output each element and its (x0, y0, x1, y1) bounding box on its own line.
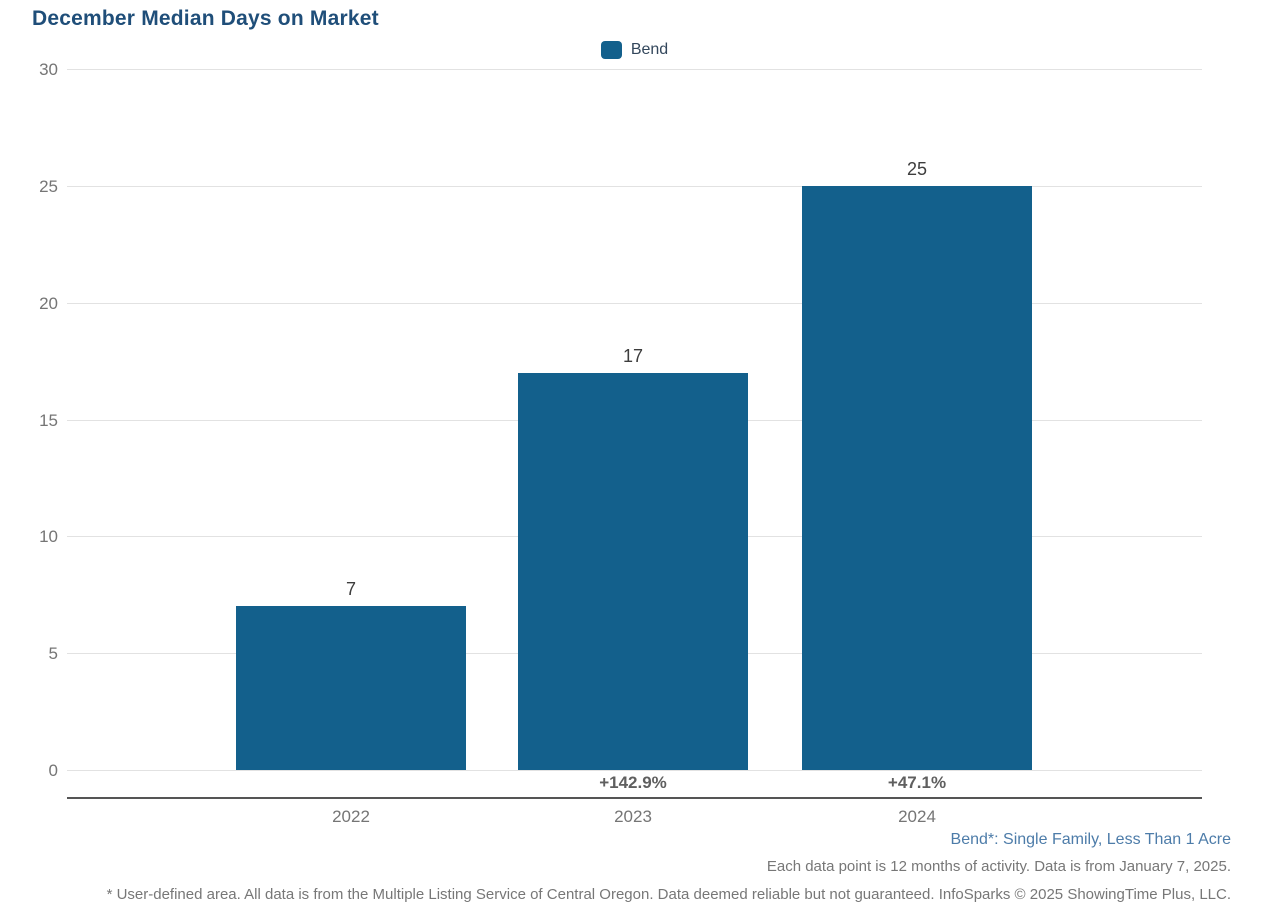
gridline-y-20 (67, 302, 1202, 304)
pct-change-label-2024: +47.1% (887, 773, 947, 792)
xtick-label-2023: 2023 (614, 807, 652, 826)
bar-value-label-2022: 7 (345, 579, 357, 600)
ytick-label-0: 0 (48, 761, 58, 780)
legend: Bend (67, 39, 1202, 61)
bar-2022[interactable] (236, 606, 466, 770)
pct-change-label-2023: +142.9% (599, 773, 667, 792)
ytick-label-25: 25 (39, 176, 58, 196)
ytick-label-10: 10 (39, 527, 58, 547)
bar-2023[interactable] (518, 372, 748, 770)
data-period-note: Each data point is 12 months of activity… (766, 858, 1231, 875)
ytick-label-30: 30 (39, 60, 58, 79)
disclaimer-footnote: * User-defined area. All data is from th… (106, 886, 1231, 903)
legend-swatch-bend[interactable] (600, 41, 622, 59)
legend-label-bend[interactable]: Bend (630, 41, 669, 58)
gridline-y-25 (67, 185, 1202, 187)
xtick-label-2022: 2022 (332, 807, 370, 826)
series-definition-note: Bend*: Single Family, Less Than 1 Acre (950, 831, 1231, 848)
x-axis-line (67, 797, 1202, 799)
bar-value-label-2024: 25 (906, 158, 928, 179)
chart-title: December Median Days on Market (32, 7, 379, 30)
ytick-label-20: 20 (39, 293, 58, 313)
bar-2024[interactable] (802, 185, 1032, 770)
ytick-label-15: 15 (39, 410, 58, 430)
ytick-label-5: 5 (48, 644, 58, 664)
gridline-y-30 (67, 69, 1202, 70)
gridline-y-0 (67, 770, 1202, 771)
xtick-label-2024: 2024 (898, 807, 936, 826)
bar-value-label-2023: 17 (622, 345, 644, 366)
